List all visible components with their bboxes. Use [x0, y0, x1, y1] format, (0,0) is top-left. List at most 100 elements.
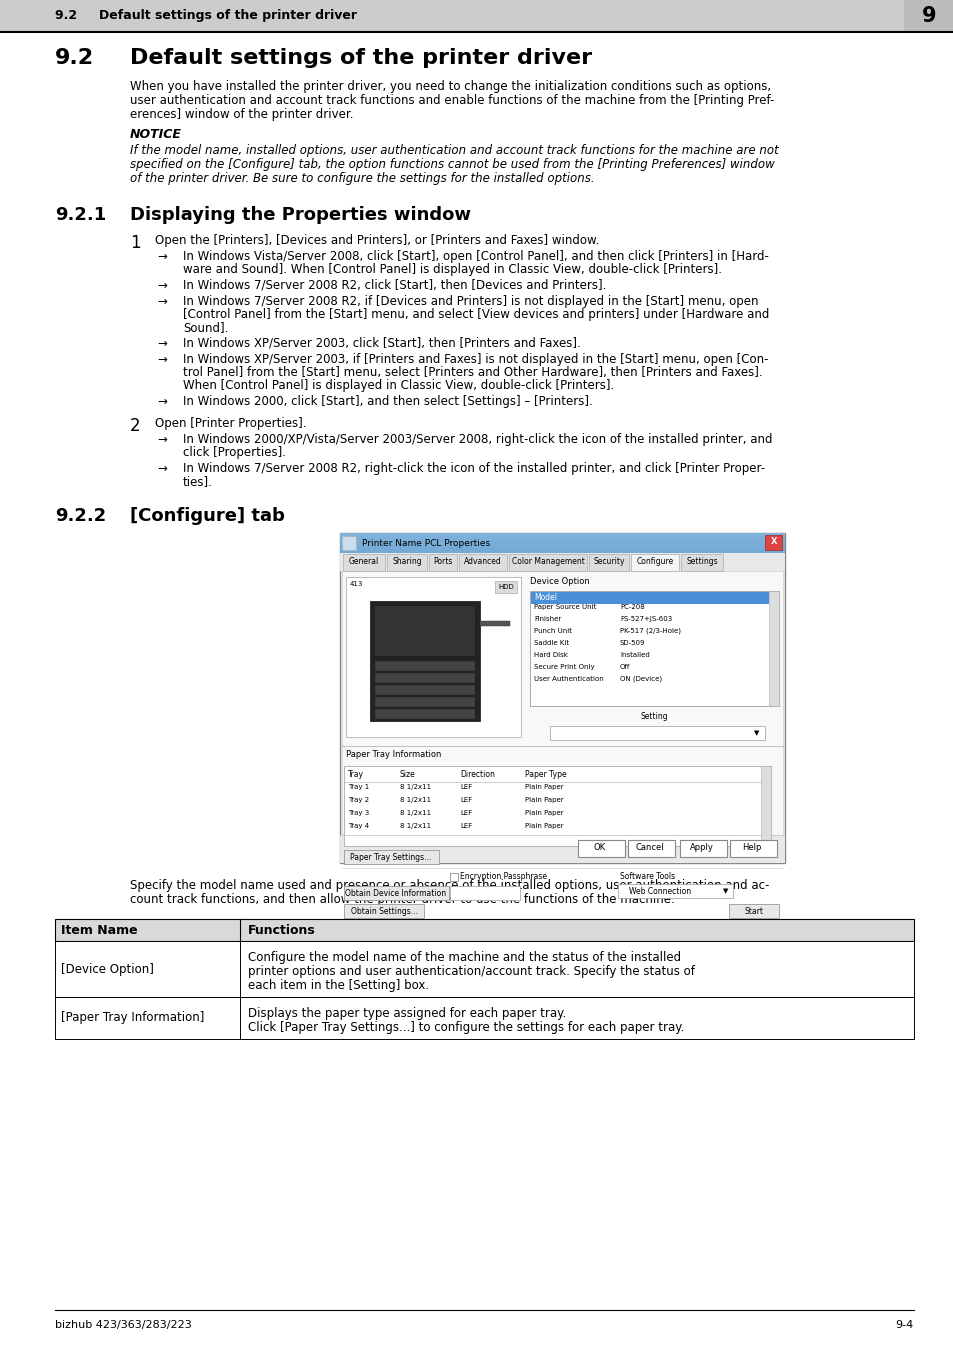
Text: Tray 1: Tray 1: [348, 784, 369, 790]
Text: HDD: HDD: [497, 585, 514, 590]
Bar: [375, 697, 475, 707]
Bar: [344, 765, 770, 846]
Text: [Paper Tray Information]: [Paper Tray Information]: [61, 1011, 204, 1025]
Bar: [341, 571, 782, 836]
Text: When [Control Panel] is displayed in Classic View, double-click [Printers].: When [Control Panel] is displayed in Cla…: [183, 379, 614, 391]
Text: Help: Help: [741, 844, 760, 852]
Text: In Windows 7/Server 2008 R2, click [Start], then [Devices and Printers].: In Windows 7/Server 2008 R2, click [Star…: [183, 279, 606, 292]
Bar: [509, 554, 586, 571]
Text: 9.2     Default settings of the printer driver: 9.2 Default settings of the printer driv…: [55, 9, 356, 23]
Text: PC-208: PC-208: [619, 603, 644, 610]
Bar: [339, 554, 784, 571]
Text: If the model name, installed options, user authentication and account track func: If the model name, installed options, us…: [130, 144, 778, 157]
Bar: [344, 886, 449, 900]
Text: User Authentication: User Authentication: [534, 676, 603, 682]
Text: Obtain Settings...: Obtain Settings...: [350, 906, 417, 915]
Bar: [0, 0, 953, 32]
Bar: [55, 941, 913, 998]
Text: Tray 2: Tray 2: [348, 796, 369, 803]
Bar: [55, 998, 913, 1040]
Text: Size: Size: [399, 769, 416, 779]
Bar: [588, 554, 628, 571]
Bar: [627, 840, 675, 857]
Bar: [618, 884, 732, 898]
Bar: [375, 674, 475, 683]
Text: Off: Off: [619, 664, 630, 670]
Text: specified on the [Configure] tab, the option functions cannot be used from the [: specified on the [Configure] tab, the op…: [130, 158, 774, 171]
Text: 9.2.1: 9.2.1: [55, 207, 106, 224]
Text: ties].: ties].: [183, 475, 213, 487]
Text: 8 1/2x11: 8 1/2x11: [399, 810, 431, 815]
Bar: [495, 580, 517, 593]
Text: Configure: Configure: [636, 558, 673, 567]
Text: →: →: [157, 296, 167, 308]
Text: Tray: Tray: [348, 769, 364, 779]
Bar: [760, 765, 770, 846]
Bar: [375, 662, 475, 671]
Text: Security: Security: [593, 558, 624, 567]
Text: In Windows Vista/Server 2008, click [Start], open [Control Panel], and then clic: In Windows Vista/Server 2008, click [Sta…: [183, 250, 768, 263]
Text: Item Name: Item Name: [61, 923, 137, 937]
Bar: [339, 533, 784, 554]
Text: In Windows 7/Server 2008 R2, right-click the icon of the installed printer, and : In Windows 7/Server 2008 R2, right-click…: [183, 462, 764, 475]
Text: →: →: [157, 396, 167, 408]
Text: 8 1/2x11: 8 1/2x11: [399, 784, 431, 790]
Bar: [550, 726, 764, 740]
Text: 413: 413: [350, 580, 363, 587]
Text: Installed: Installed: [619, 652, 649, 657]
Bar: [370, 601, 479, 721]
Text: →: →: [157, 338, 167, 350]
Bar: [768, 591, 779, 706]
Text: printer options and user authentication/account track. Specify the status of: printer options and user authentication/…: [248, 965, 694, 977]
Text: Click [Paper Tray Settings...] to configure the settings for each paper tray.: Click [Paper Tray Settings...] to config…: [248, 1021, 683, 1034]
Text: →: →: [157, 352, 167, 366]
Text: Cancel: Cancel: [635, 844, 663, 852]
Bar: [339, 533, 784, 863]
Text: PK-517 (2/3-Hole): PK-517 (2/3-Hole): [619, 628, 680, 634]
Text: LEF: LEF: [459, 784, 472, 790]
Bar: [479, 621, 510, 626]
Text: click [Properties].: click [Properties].: [183, 446, 286, 459]
Text: In Windows 7/Server 2008 R2, if [Devices and Printers] is not displayed in the [: In Windows 7/Server 2008 R2, if [Devices…: [183, 296, 758, 308]
Bar: [341, 536, 355, 549]
Text: Paper Tray Settings...: Paper Tray Settings...: [350, 852, 431, 861]
Text: 8 1/2x11: 8 1/2x11: [399, 796, 431, 803]
Bar: [344, 850, 438, 864]
Text: Open the [Printers], [Devices and Printers], or [Printers and Faxes] window.: Open the [Printers], [Devices and Printe…: [154, 234, 598, 247]
Text: Plain Paper: Plain Paper: [524, 824, 563, 829]
Text: 9: 9: [921, 5, 935, 26]
Text: Functions: Functions: [248, 923, 315, 937]
Text: Default settings of the printer driver: Default settings of the printer driver: [130, 49, 592, 68]
Text: Apply: Apply: [689, 844, 713, 852]
Text: LEF: LEF: [459, 810, 472, 815]
Text: Model: Model: [534, 594, 557, 602]
Text: Color Management: Color Management: [511, 558, 584, 567]
Text: 9.2: 9.2: [55, 49, 94, 68]
Text: [Device Option]: [Device Option]: [61, 963, 153, 976]
Text: X: X: [770, 537, 777, 547]
Text: 8 1/2x11: 8 1/2x11: [399, 824, 431, 829]
Text: erences] window of the printer driver.: erences] window of the printer driver.: [130, 108, 354, 122]
Text: Secure Print Only: Secure Print Only: [534, 664, 594, 670]
Text: SD-509: SD-509: [619, 640, 645, 647]
Text: Device Option: Device Option: [530, 576, 589, 586]
Text: ON (Device): ON (Device): [619, 676, 661, 683]
Bar: [729, 840, 776, 857]
Text: Start: Start: [743, 906, 762, 915]
Text: each item in the [Setting] box.: each item in the [Setting] box.: [248, 979, 429, 992]
Bar: [346, 576, 520, 737]
Bar: [344, 904, 423, 918]
Bar: [578, 840, 624, 857]
Bar: [450, 873, 457, 882]
Text: Settings: Settings: [685, 558, 717, 567]
Text: Tray 3: Tray 3: [348, 810, 369, 815]
Text: user authentication and account track functions and enable functions of the mach: user authentication and account track fu…: [130, 95, 774, 107]
Text: Finisher: Finisher: [534, 616, 560, 622]
Text: Direction: Direction: [459, 769, 495, 779]
Text: Sharing: Sharing: [392, 558, 421, 567]
Text: In Windows 2000, click [Start], and then select [Settings] – [Printers].: In Windows 2000, click [Start], and then…: [183, 396, 592, 408]
Text: In Windows 2000/XP/Vista/Server 2003/Server 2008, right-click the icon of the in: In Windows 2000/XP/Vista/Server 2003/Ser…: [183, 433, 772, 446]
Text: 9-4: 9-4: [895, 1320, 913, 1330]
Text: When you have installed the printer driver, you need to change the initializatio: When you have installed the printer driv…: [130, 80, 770, 93]
Text: Paper Source Unit: Paper Source Unit: [534, 603, 596, 610]
